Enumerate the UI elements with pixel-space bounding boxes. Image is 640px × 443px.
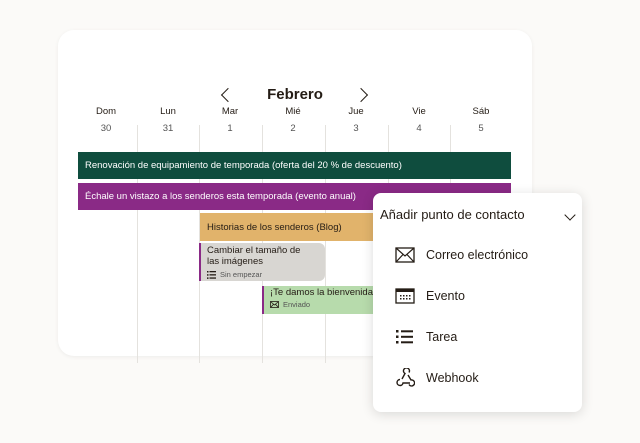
list-icon xyxy=(207,270,216,279)
event-title: Échale un vistazo a los senderos esta te… xyxy=(85,191,356,202)
day-name: Dom xyxy=(95,106,117,117)
menu-item-webhook[interactable]: Webhook xyxy=(395,366,479,390)
day-name: Vie xyxy=(412,106,426,117)
day-name: Lun xyxy=(160,106,176,117)
day-name: Sáb xyxy=(472,106,490,117)
day-number: 2 xyxy=(290,123,296,134)
calendar-icon xyxy=(395,286,415,306)
menu-item-label: Webhook xyxy=(426,371,479,385)
menu-item-label: Tarea xyxy=(426,330,458,344)
day-number: 5 xyxy=(478,123,484,134)
day-number: 3 xyxy=(353,123,359,134)
webhook-icon xyxy=(395,368,415,388)
day-number: 31 xyxy=(162,123,174,134)
email-status: Enviado xyxy=(283,300,311,309)
event-bar[interactable]: Renovación de equipamiento de temporada … xyxy=(78,152,511,179)
email-card[interactable]: ¡Te damos la bienvenida a Enviado xyxy=(262,286,375,314)
day-name: Mié xyxy=(285,106,301,117)
menu-item-task[interactable]: Tarea xyxy=(395,325,457,349)
menu-item-event[interactable]: Evento xyxy=(395,284,465,308)
month-title: Febrero xyxy=(267,86,323,103)
task-card[interactable]: Cambiar el tamaño de las imágenes Sin em… xyxy=(199,243,325,281)
menu-item-email[interactable]: Correo electrónico xyxy=(395,243,528,267)
divider xyxy=(325,125,326,363)
day-number: 1 xyxy=(227,123,233,134)
email-title: ¡Te damos la bienvenida a xyxy=(270,287,375,298)
day-number: 30 xyxy=(100,123,112,134)
event-title: Historias de los senderos (Blog) xyxy=(207,221,342,233)
day-name: Mar xyxy=(221,106,239,117)
list-icon xyxy=(395,327,415,347)
menu-item-label: Correo electrónico xyxy=(426,248,529,262)
add-touchpoint-dropdown: Añadir punto de contacto Correo electrón… xyxy=(373,193,582,412)
task-status: Sin empezar xyxy=(220,270,263,279)
dropdown-title: Añadir punto de contacto xyxy=(380,207,525,222)
event-bar[interactable]: Historias de los senderos (Blog) xyxy=(200,213,375,241)
chevron-down-icon[interactable] xyxy=(564,209,576,221)
divider xyxy=(137,125,138,363)
envelope-icon xyxy=(270,301,279,308)
day-number: 4 xyxy=(416,123,422,134)
envelope-icon xyxy=(395,245,415,265)
task-title: Cambiar el tamaño de las imágenes xyxy=(207,245,301,267)
menu-item-label: Evento xyxy=(426,289,465,303)
event-title: Renovación de equipamiento de temporada … xyxy=(85,160,402,171)
day-name: Jue xyxy=(348,106,364,117)
